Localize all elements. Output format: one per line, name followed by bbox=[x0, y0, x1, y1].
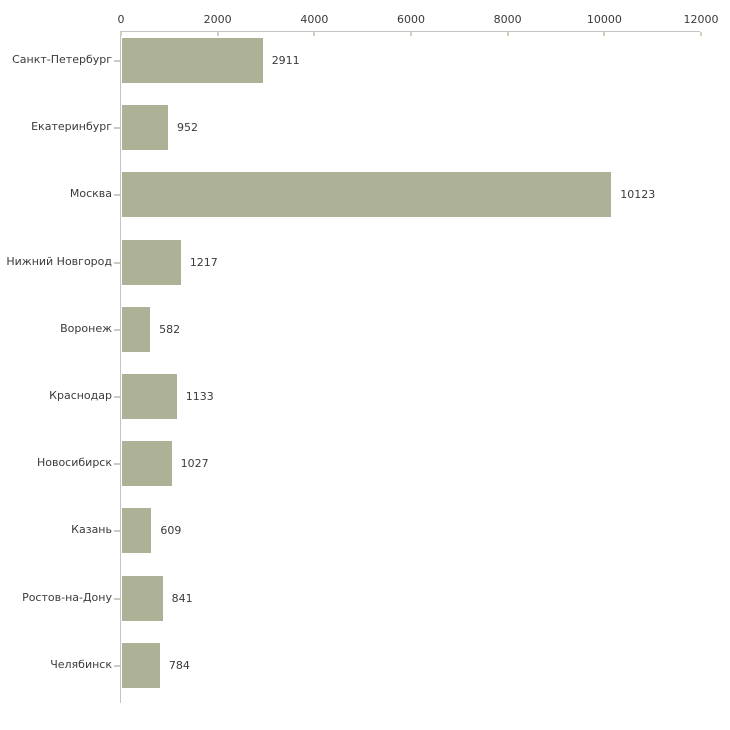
x-tick-mark bbox=[313, 32, 316, 36]
bar bbox=[122, 374, 177, 419]
value-label: 1133 bbox=[185, 390, 214, 403]
x-tick-label: 0 bbox=[117, 13, 125, 26]
category-label: Воронеж bbox=[60, 321, 112, 335]
x-tick-mark bbox=[700, 32, 702, 36]
x-tick-label: 6000 bbox=[397, 13, 425, 26]
y-tick-mark bbox=[114, 530, 120, 533]
value-label: 784 bbox=[168, 658, 190, 672]
y-tick-mark bbox=[114, 127, 120, 130]
bar bbox=[122, 38, 263, 83]
bar bbox=[122, 508, 152, 554]
x-tick-mark bbox=[216, 32, 219, 36]
category-label: Челябинск bbox=[50, 657, 112, 671]
value-label: 841 bbox=[171, 591, 193, 605]
value-label: 1217 bbox=[189, 255, 218, 269]
category-label: Краснодар bbox=[49, 389, 112, 402]
chart-row: Екатеринбург 952 bbox=[31, 99, 700, 166]
x-tick-label: 8000 bbox=[493, 13, 522, 26]
bar bbox=[122, 239, 181, 285]
x-tick-mark bbox=[603, 32, 606, 36]
bar bbox=[122, 172, 612, 218]
chart-row: Ростов-на-Дону 841 bbox=[22, 570, 700, 637]
y-tick-mark bbox=[114, 328, 120, 331]
bar bbox=[122, 575, 163, 621]
y-tick-mark bbox=[114, 194, 120, 197]
value-label: 2911 bbox=[271, 54, 300, 67]
y-tick-mark bbox=[114, 396, 120, 398]
category-label: Нижний Новгород bbox=[6, 254, 112, 268]
chart-row: Краснодар 1133 bbox=[49, 368, 700, 435]
y-tick-mark bbox=[114, 463, 120, 466]
plot-area: 0 2000 4000 6000 8000 10000 12000 Санкт-Петерб… bbox=[6, 13, 719, 704]
chart-row: Нижний Новгород 1217 bbox=[6, 234, 700, 301]
x-tick-label: 2000 bbox=[203, 13, 232, 26]
category-label: Москва bbox=[69, 187, 112, 201]
bar bbox=[122, 642, 160, 688]
chart-row: Санкт-Петербург 2911 bbox=[12, 32, 700, 99]
x-tick-mark bbox=[506, 32, 509, 36]
chart-row: Воронеж 582 bbox=[60, 301, 700, 368]
x-tick-mark bbox=[120, 32, 122, 36]
x-tick-label: 4000 bbox=[300, 13, 329, 26]
category-label: Новосибирск bbox=[36, 456, 112, 470]
category-label: Ростов-на-Дону bbox=[22, 590, 112, 604]
bar bbox=[122, 105, 168, 151]
category-label: Санкт-Петербург bbox=[12, 53, 112, 66]
category-label: Екатеринбург bbox=[31, 120, 112, 134]
chart-row: Казань 609 bbox=[71, 502, 700, 569]
chart-row: Москва 10123 bbox=[70, 166, 700, 233]
value-label: 1027 bbox=[180, 457, 209, 471]
chart-row: Челябинск 784 bbox=[50, 637, 700, 704]
y-tick-mark bbox=[114, 597, 120, 600]
x-tick-mark bbox=[410, 32, 412, 36]
value-label: 10123 bbox=[620, 188, 656, 202]
y-tick-mark bbox=[114, 664, 120, 667]
x-tick-label: 12000 bbox=[683, 13, 719, 26]
bar bbox=[122, 441, 172, 487]
category-label: Казань bbox=[71, 523, 112, 537]
chart-row: Новосибирск 1027 bbox=[37, 435, 700, 502]
y-tick-mark bbox=[114, 261, 120, 264]
value-label: 952 bbox=[177, 121, 198, 135]
y-tick-mark bbox=[114, 60, 120, 62]
bar bbox=[122, 306, 151, 352]
value-label: 582 bbox=[159, 322, 181, 336]
value-label: 609 bbox=[160, 524, 182, 538]
x-tick-label: 10000 bbox=[586, 13, 622, 26]
